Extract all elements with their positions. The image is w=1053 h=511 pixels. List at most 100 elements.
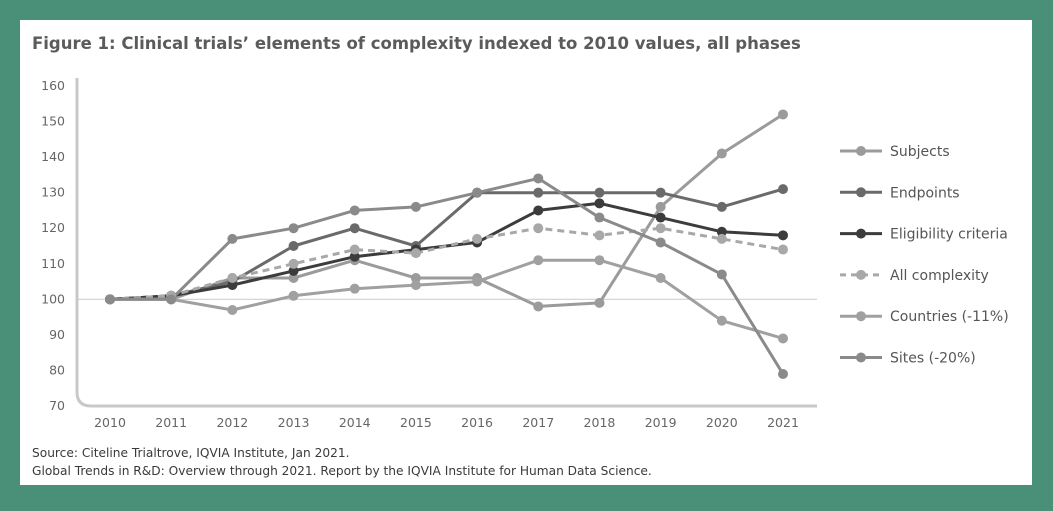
data-point-eligibility-criteria (349, 251, 360, 262)
data-point-all-complexity (533, 223, 544, 234)
data-point-all-complexity (288, 258, 299, 269)
series-line-sites-20 (110, 176, 785, 375)
data-point-sites-20 (472, 187, 483, 198)
data-point-all-complexity (472, 233, 483, 244)
data-point-countries-11 (227, 305, 238, 315)
legend-marker-eligibility-criteria (856, 228, 866, 239)
line-chart: 70 80 90 100 110 120 130 140 150 160 2010 2011 2012 2… (41, 78, 1009, 430)
data-point-subjects (594, 297, 605, 308)
chart-title: Figure 1: Clinical trials’ elements of c… (32, 34, 801, 53)
data-point-all-complexity (655, 223, 666, 234)
data-point-countries-11 (594, 255, 605, 266)
data-point-sites-20 (288, 223, 299, 234)
y-tick-label: 150 (41, 114, 65, 129)
data-point-endpoints (655, 187, 666, 198)
x-tick-label: 2017 (522, 415, 554, 430)
data-point-countries-11 (716, 315, 727, 326)
legend-label-countries-11: Countries (-11%) (890, 309, 1009, 325)
data-point-subjects (533, 301, 544, 312)
data-point-countries-11 (288, 290, 299, 301)
legend-label-all-complexity: All complexity (890, 268, 989, 284)
source-note: Source: Citeline Trialtrove, IQVIA Insti… (32, 446, 350, 460)
legend: Subjects Endpoints Eligibility criteria All… (840, 144, 1009, 367)
y-tick-label: 70 (49, 398, 65, 413)
series-line-subjects (110, 113, 784, 308)
data-point-endpoints (716, 201, 727, 212)
legend-marker-sites-20 (856, 352, 866, 363)
data-point-eligibility-criteria (227, 280, 238, 291)
data-point-sites-20 (166, 294, 177, 305)
series-lines (109, 113, 785, 375)
x-tick-label: 2020 (706, 415, 738, 430)
data-point-all-complexity (227, 273, 238, 283)
data-point-countries-11 (410, 280, 421, 291)
data-point-subjects (655, 201, 666, 212)
series-points (105, 109, 788, 379)
legend-label-eligibility-criteria: Eligibility criteria (890, 227, 1008, 243)
x-tick-label: 2021 (767, 415, 799, 430)
data-point-eligibility-criteria (594, 198, 605, 209)
data-point-countries-11 (655, 273, 666, 283)
footer-notes: Source: Citeline Trialtrove, IQVIA Insti… (32, 444, 652, 480)
axis-ticks: 70 80 90 100 110 120 130 140 150 160 2010 2011 2012 2… (41, 78, 799, 430)
x-tick-label: 2015 (400, 415, 432, 430)
data-point-subjects (288, 273, 299, 283)
data-point-eligibility-criteria (716, 226, 727, 237)
series-line-countries-11 (110, 258, 784, 340)
y-tick-label: 90 (49, 327, 65, 342)
data-point-endpoints (349, 223, 360, 234)
legend-label-endpoints: Endpoints (890, 185, 960, 201)
series-line-eligibility-criteria (109, 201, 784, 301)
x-tick-label: 2010 (94, 415, 126, 430)
data-point-countries-11 (472, 276, 483, 287)
data-point-sites-20 (716, 269, 727, 280)
data-point-endpoints (778, 184, 788, 195)
x-tick-label: 2016 (461, 415, 493, 430)
y-tick-label: 110 (41, 256, 65, 271)
y-tick-label: 100 (41, 291, 65, 306)
legend-marker-countries-11 (856, 311, 866, 322)
data-point-eligibility-criteria (533, 205, 544, 216)
data-point-sites-20 (349, 205, 360, 216)
data-point-all-complexity (594, 230, 605, 241)
data-point-sites-20 (778, 369, 788, 379)
legend-label-subjects: Subjects (890, 144, 950, 160)
x-tick-label: 2013 (278, 415, 310, 430)
data-point-all-complexity (410, 248, 421, 259)
series-line-endpoints (109, 187, 784, 301)
data-point-sites-20 (410, 201, 421, 212)
credit-note: Global Trends in R&D: Overview through 2… (32, 464, 652, 478)
data-point-all-complexity (349, 244, 360, 255)
x-tick-label: 2018 (584, 415, 616, 430)
legend-marker-endpoints (856, 187, 866, 198)
data-point-subjects (716, 148, 727, 159)
x-tick-label: 2012 (216, 415, 248, 430)
y-tick-label: 160 (41, 78, 65, 93)
data-point-all-complexity (716, 233, 727, 244)
chart-axes (75, 78, 817, 408)
data-point-subjects (410, 273, 421, 283)
data-point-all-complexity (778, 244, 788, 255)
legend-marker-all-complexity (856, 269, 866, 280)
x-tick-label: 2019 (645, 415, 677, 430)
data-point-eligibility-criteria (655, 212, 666, 223)
data-point-endpoints (533, 187, 544, 198)
data-point-sites-20 (105, 294, 115, 305)
series-line-all-complexity (109, 226, 784, 301)
data-point-sites-20 (533, 173, 544, 184)
data-point-countries-11 (533, 255, 544, 266)
y-tick-label: 120 (41, 220, 65, 235)
y-tick-label: 130 (41, 185, 65, 200)
data-point-sites-20 (655, 237, 666, 248)
data-point-subjects (778, 109, 788, 120)
axis-frame (75, 78, 817, 408)
data-point-countries-11 (778, 333, 788, 344)
data-point-eligibility-criteria (778, 230, 788, 241)
figure-panel: Figure 1: Clinical trials’ elements of c… (20, 20, 1032, 485)
data-point-endpoints (288, 241, 299, 251)
y-tick-label: 80 (49, 362, 65, 377)
data-point-countries-11 (349, 283, 360, 294)
legend-marker-subjects (856, 146, 866, 156)
x-tick-label: 2011 (155, 415, 187, 430)
data-point-sites-20 (227, 233, 238, 244)
